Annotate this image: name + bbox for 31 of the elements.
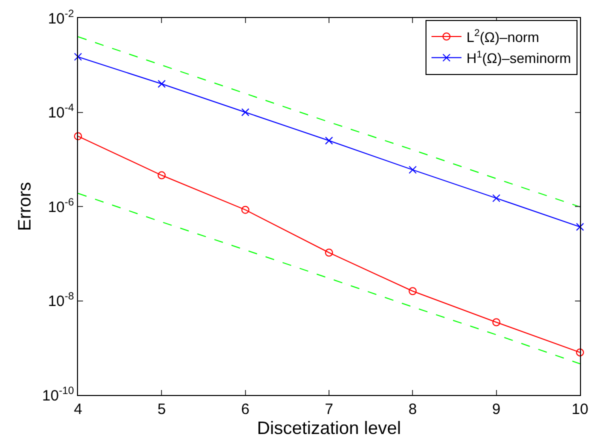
x-tick-label: 9 xyxy=(492,401,500,418)
x-tick-label: 5 xyxy=(158,401,166,418)
point xyxy=(241,206,250,214)
legend-label: H$^{1}$(Ω)–seminorm xyxy=(466,49,572,66)
point xyxy=(158,171,166,180)
point xyxy=(576,222,584,231)
point xyxy=(74,52,82,61)
x-tick-label: 6 xyxy=(241,401,250,418)
point xyxy=(74,132,82,140)
point xyxy=(158,80,166,88)
y-tick-label: 10$^{-6}$ xyxy=(48,196,74,216)
point xyxy=(325,136,333,145)
y-tick-label: 10$^{-8}$ xyxy=(48,290,74,310)
y-tick-label: 10$^{-4}$ xyxy=(48,102,74,122)
point xyxy=(241,108,250,116)
x-tick-label: 7 xyxy=(324,401,334,418)
x-tick-label: 8 xyxy=(408,401,417,418)
line-series xyxy=(78,192,580,364)
point xyxy=(408,287,417,296)
x-axis-title: Discetization level xyxy=(256,418,402,438)
legend-label: L$^{2}$(Ω)–norm xyxy=(466,28,540,45)
x-tick-label: 10 xyxy=(572,401,588,418)
point xyxy=(576,348,584,356)
point xyxy=(325,248,333,257)
x-tick-label: 4 xyxy=(74,401,82,418)
y-axis-title: Errors xyxy=(14,182,34,231)
point xyxy=(492,194,500,202)
y-tick-label: 10$^{-10}$ xyxy=(42,384,74,404)
point xyxy=(408,166,417,174)
point xyxy=(492,318,500,326)
y-tick-label: 10$^{-2}$ xyxy=(48,8,74,28)
